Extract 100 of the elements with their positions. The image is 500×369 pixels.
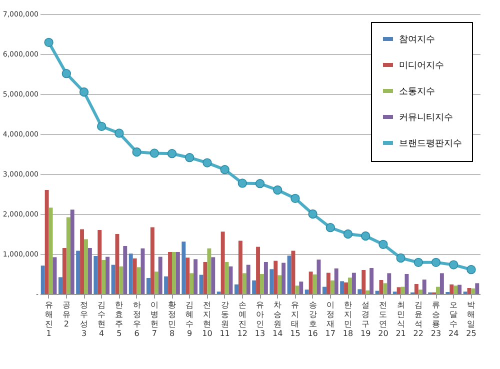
bar: [40, 266, 45, 294]
x-tick-label: 정우성 3: [80, 300, 88, 338]
point: [449, 260, 458, 270]
bar: [370, 268, 374, 294]
point: [414, 258, 423, 267]
bar: [84, 239, 88, 294]
bar: [358, 289, 362, 294]
bar: [94, 256, 98, 294]
bar: [186, 258, 190, 294]
x-tick-label: 이병헌 7: [150, 300, 158, 338]
x-tick-label: 하정우 6: [132, 300, 141, 338]
x-tick-label: 최민식 21: [396, 300, 406, 338]
point: [308, 209, 318, 219]
point: [378, 240, 388, 249]
bar: [304, 290, 309, 294]
x-tick-label: 김혜수 9: [186, 300, 194, 338]
point: [62, 69, 71, 78]
legend-label: 커뮤니티지수: [399, 113, 453, 123]
x-tick-label: 공유 2: [62, 300, 70, 328]
x-tick-label: 설경구 19: [360, 300, 371, 338]
bar: [168, 252, 172, 294]
bar: [295, 286, 300, 294]
bar: [164, 276, 168, 294]
bar: [62, 248, 66, 294]
bar: [132, 258, 137, 294]
bar: [475, 283, 480, 294]
bar: [66, 217, 70, 294]
bar: [400, 286, 405, 294]
bar: [238, 240, 242, 294]
bar: [278, 275, 282, 294]
bar: [340, 281, 344, 294]
point: [290, 194, 300, 203]
legend-label: 브랜드평판지수: [399, 139, 462, 149]
legend-label: 소통지수: [399, 87, 435, 97]
point: [114, 128, 124, 138]
bar: [220, 232, 225, 294]
bar: [436, 286, 440, 294]
x-tick-label: 손예진 12: [237, 300, 248, 338]
x-tick-label: 김윤석 22: [413, 300, 424, 338]
bar: [128, 254, 133, 294]
x-tick-label: 류승룡 23: [430, 300, 442, 338]
bar: [344, 282, 348, 294]
bar: [106, 256, 110, 294]
point: [202, 158, 212, 168]
bar: [348, 278, 352, 294]
point: [185, 153, 194, 162]
bar: [396, 287, 401, 294]
bar: [76, 250, 80, 294]
x-tick-label: 유아인 13: [254, 300, 266, 338]
bar: [234, 284, 238, 294]
bar: [362, 270, 366, 294]
bar: [70, 210, 74, 294]
bar: [270, 269, 274, 294]
bar: [44, 190, 49, 294]
bar: [379, 280, 384, 294]
point: [396, 253, 406, 263]
bar: [158, 256, 162, 294]
point: [238, 178, 247, 188]
x-tick-label: 황정민 8: [168, 300, 176, 338]
bar: [458, 284, 462, 294]
point: [97, 122, 106, 131]
bar: [256, 246, 260, 294]
bar: [102, 260, 106, 294]
bar: [291, 250, 296, 294]
x-tick-label: 강동원 11: [220, 300, 230, 338]
bar: [387, 273, 392, 294]
bar: [440, 273, 444, 294]
point: [326, 223, 335, 232]
bar: [422, 280, 426, 294]
bar: [418, 290, 422, 294]
bar: [326, 272, 330, 294]
bar: [88, 248, 92, 294]
x-tick-label: 이정재 17: [325, 300, 336, 338]
bar: [308, 272, 313, 294]
legend-label: 미디어지수: [399, 61, 444, 71]
bar: [224, 262, 229, 294]
bar: [312, 274, 317, 294]
x-tick-label: 전지현 10: [202, 300, 212, 338]
bar: [123, 246, 128, 294]
bar: [194, 259, 198, 294]
point: [255, 179, 265, 188]
x-tick-label: 박해일 25: [466, 300, 476, 338]
bar: [80, 229, 84, 294]
bar: [211, 257, 216, 294]
point: [466, 265, 476, 274]
point: [167, 149, 177, 158]
bar: [150, 227, 154, 294]
x-tick-label: 차승원 14: [272, 300, 283, 338]
legend-label: 참여지수: [399, 35, 435, 45]
bar: [146, 278, 150, 294]
bar: [383, 283, 388, 294]
x-tick-label: 한효주 5: [115, 300, 124, 338]
bar: [282, 262, 286, 294]
x-tick-label: 전도연 20: [378, 300, 388, 338]
bar: [352, 272, 356, 294]
x-tick-label: 오달수 24: [448, 300, 459, 338]
point: [273, 185, 282, 195]
bar: [246, 264, 250, 294]
bar: [260, 274, 264, 294]
bar: [182, 242, 186, 294]
